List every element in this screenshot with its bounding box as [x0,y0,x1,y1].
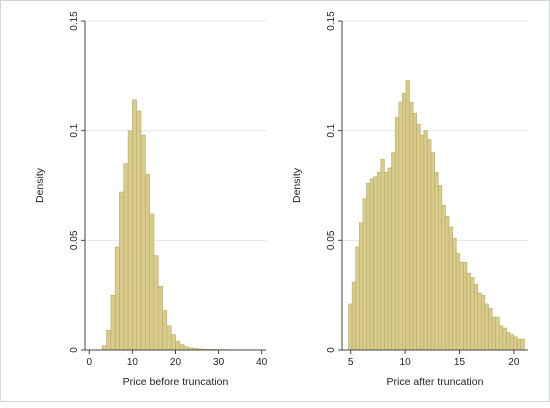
histogram-bar [499,326,503,350]
histogram-bar [392,153,396,350]
histogram-bar [115,247,119,350]
histogram-bar [406,80,410,350]
histogram-bar [435,172,439,350]
histogram-bar [417,124,421,350]
histogram-bar [137,111,141,350]
histogram-bar [517,339,521,350]
histogram-bar [356,247,360,350]
y-tick-label: 0.1 [326,123,337,137]
x-tick-label: 15 [454,357,466,368]
histogram-bar [410,102,414,350]
histogram-bar [370,179,374,350]
histogram-bar [395,118,399,350]
histogram-bar [167,326,171,350]
y-tick-label: 0 [69,347,80,353]
x-tick-label: 20 [508,357,520,368]
histogram-bar [102,346,106,350]
histogram-bar [384,172,388,350]
histogram-bar [413,113,417,350]
histogram-bar [141,135,145,350]
histogram-bar [431,153,435,350]
histogram-panel-before-truncation: 0 0.05 0.1 0.15 0 10 20 30 40 Price before trunca… [34,11,268,388]
x-axis-title: Price after truncation [387,376,484,388]
histogram-bar [377,172,381,350]
histogram-bar [445,216,449,350]
x-tick-label: 5 [348,357,354,368]
histogram-bar [424,131,428,350]
histogram-bar [510,335,514,350]
histogram-bar [481,295,485,350]
histogram-bar [363,199,367,350]
histogram-bar [478,293,482,350]
histogram-bar [128,131,132,350]
histogram-bar [366,183,370,350]
histogram-bar [420,135,424,350]
histogram-bar [374,177,378,350]
x-tick-label: 10 [127,357,139,368]
y-tick-label: 0.05 [69,230,80,250]
histogram-bar [449,227,453,350]
histogram-bar [521,339,525,350]
histogram-bar [132,100,136,350]
histogram-bar [180,345,184,350]
histogram-bar [176,341,180,350]
histogram-bar [399,102,403,350]
histogram-bar [150,214,154,350]
histogram-bar [496,317,500,350]
histogram-bar [442,205,446,350]
histogram-bar [349,304,353,350]
histogram-bar [460,262,464,350]
histogram-bar [438,186,442,351]
histogram-bar [474,284,478,350]
histogram-bar [163,311,167,350]
histogram-bar [492,317,496,350]
x-tick-label: 40 [256,357,268,368]
histogram-bar [503,328,507,350]
histogram-bar [427,139,431,350]
histogram-bar [463,262,467,350]
histogram-bar [514,337,518,350]
histogram-bar [506,332,510,350]
y-tick-label: 0.05 [326,230,337,250]
y-axis-title: Density [291,167,303,203]
histogram-bar [485,304,489,350]
y-tick-label: 0 [326,347,337,353]
x-tick-label: 30 [213,357,225,368]
histogram-bar [388,168,392,350]
histogram-bar [471,278,475,350]
y-tick-label: 0.1 [69,123,80,137]
histogram-bar [489,308,493,350]
y-tick-label: 0.15 [326,11,337,31]
histogram-bar [154,256,158,350]
x-axis-title: Price before truncation [123,376,229,388]
histogram-bar [352,282,356,350]
histogram-bar [111,295,115,350]
histogram-bar [145,175,149,350]
histogram-bar [456,253,460,350]
x-tick-label: 10 [400,357,412,368]
x-tick-label: 0 [87,357,93,368]
histogram-bar [359,223,363,350]
histogram-bar [171,335,175,350]
histogram-bar [467,273,471,350]
histogram-panel-after-truncation: 0 0.05 0.1 0.15 5 10 15 20 Price after truncatio… [291,11,528,388]
y-tick-label: 0.15 [69,11,80,31]
histogram-bar [158,286,162,350]
histogram-bar [402,93,406,350]
histogram-bar [107,330,111,350]
y-axis-title: Density [34,167,46,203]
histogram-bar [119,192,123,350]
histogram-bar [124,164,128,350]
histogram-bar [453,238,457,350]
histogram-bar [381,159,385,350]
x-tick-label: 20 [170,357,182,368]
